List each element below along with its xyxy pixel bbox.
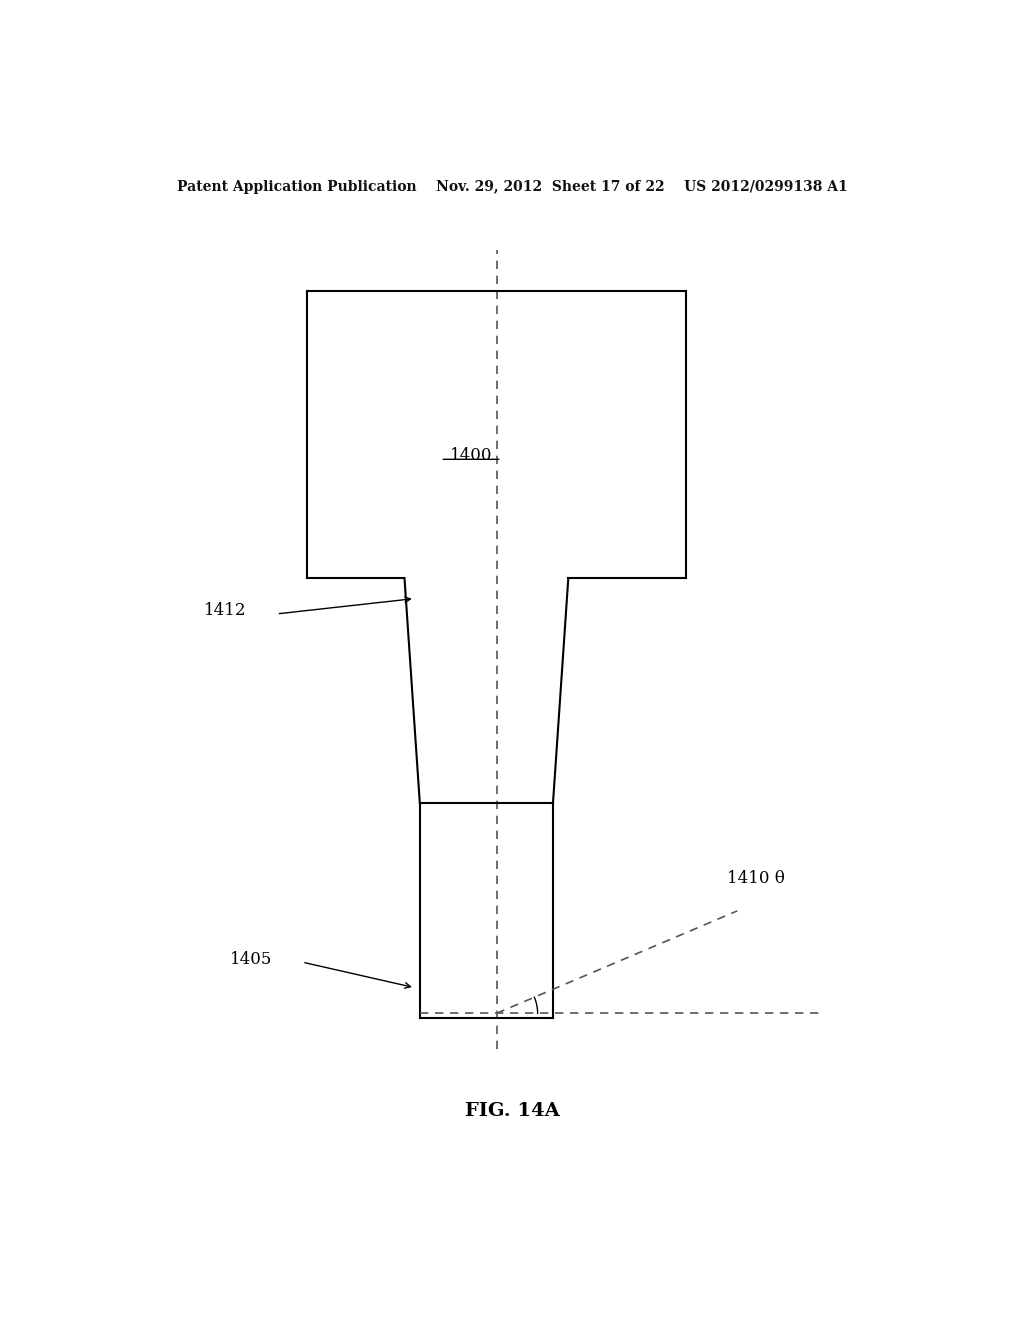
Text: Patent Application Publication    Nov. 29, 2012  Sheet 17 of 22    US 2012/02991: Patent Application Publication Nov. 29, … — [176, 180, 848, 194]
Text: 1400: 1400 — [450, 446, 493, 463]
Text: FIG. 14A: FIG. 14A — [465, 1102, 559, 1119]
Text: 1412: 1412 — [204, 602, 247, 619]
Text: 1410 θ: 1410 θ — [727, 870, 785, 887]
Text: 1405: 1405 — [229, 950, 272, 968]
